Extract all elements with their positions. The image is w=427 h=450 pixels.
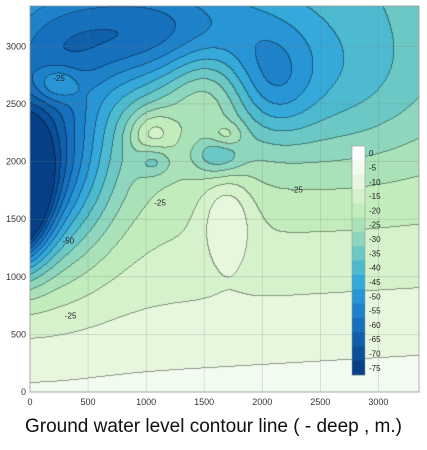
colorbar-swatch <box>352 231 365 247</box>
colorbar-swatch <box>352 303 365 319</box>
colorbar-label: -60 <box>369 321 381 330</box>
x-tick-label: 2500 <box>310 397 330 407</box>
colorbar-label: -15 <box>369 192 381 201</box>
colorbar-swatch <box>352 246 365 261</box>
contour-label: -50 <box>63 236 75 245</box>
colorbar-swatch <box>352 160 365 176</box>
colorbar-label: -50 <box>369 292 381 301</box>
colorbar-label: -45 <box>369 278 381 287</box>
y-tick-label: 500 <box>11 329 26 339</box>
contour-label: -25 <box>53 74 65 83</box>
chart-title: Ground water level contour line ( - deep… <box>24 416 402 437</box>
contour-label: -25 <box>291 186 303 195</box>
x-tick-label: 2000 <box>252 397 272 407</box>
colorbar-swatch <box>352 217 365 233</box>
colorbar-swatch <box>352 289 365 304</box>
axis-ticks: 0 500 1000 1500 2000 2500 3000 0 500 1000 1500 2000… <box>6 41 388 407</box>
y-tick-label: 1500 <box>6 214 26 224</box>
colorbar-label: 0 <box>369 149 374 158</box>
colorbar-label: -35 <box>369 249 381 258</box>
colorbar-label: -10 <box>369 178 381 187</box>
x-tick-label: 0 <box>27 397 32 407</box>
colorbar-label: -55 <box>369 307 381 316</box>
colorbar-swatch <box>352 274 365 290</box>
x-tick-label: 1500 <box>194 397 214 407</box>
colorbar: 0 -5 -10 -15 -20 -25 -30 -35 -40 -45 -50 -55 -60 -65 -… <box>351 145 381 376</box>
x-tick-label: 3000 <box>368 397 388 407</box>
contour-label: -25 <box>154 198 166 207</box>
colorbar-label: -25 <box>369 221 381 230</box>
colorbar-swatch <box>352 260 365 276</box>
colorbar-swatch <box>352 360 365 376</box>
colorbar-swatch <box>352 332 365 347</box>
colorbar-label: -40 <box>369 264 381 273</box>
y-tick-label: 2500 <box>6 99 26 109</box>
y-tick-label: 2000 <box>6 157 26 167</box>
y-tick-label: 0 <box>21 387 26 397</box>
colorbar-swatch <box>352 346 365 362</box>
colorbar-swatch <box>352 146 365 161</box>
colorbar-swatch <box>352 188 365 204</box>
y-tick-label: 1000 <box>6 272 26 282</box>
colorbar-swatch <box>352 203 365 218</box>
contour-label: -25 <box>65 311 77 320</box>
x-tick-label: 1000 <box>136 397 156 407</box>
plot-frame <box>29 5 420 393</box>
colorbar-label: -30 <box>369 235 381 244</box>
y-tick-label: 3000 <box>6 41 26 51</box>
colorbar-label: -5 <box>369 163 377 172</box>
colorbar-frame <box>351 145 366 376</box>
colorbar-label: -20 <box>369 206 381 215</box>
x-tick-label: 500 <box>81 397 96 407</box>
colorbar-label: -75 <box>369 364 381 373</box>
colorbar-label: -65 <box>369 335 381 344</box>
colorbar-label: -70 <box>369 350 381 359</box>
colorbar-swatch <box>352 317 365 333</box>
contour-labels: -25 -25 -25 -50 -25 <box>53 74 303 320</box>
colorbar-swatch <box>352 174 365 190</box>
